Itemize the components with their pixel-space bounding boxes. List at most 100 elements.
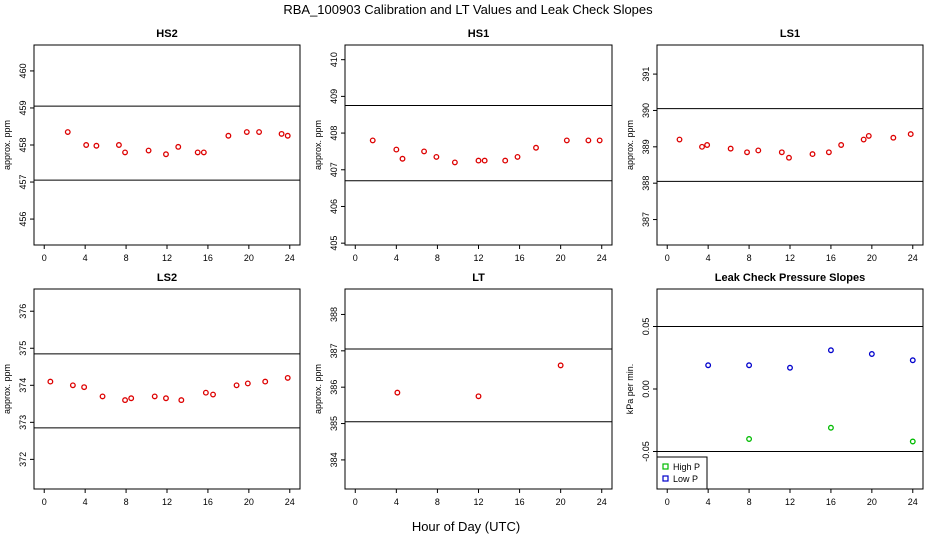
y-tick-label: 375 (18, 341, 28, 356)
y-tick-label: 387 (641, 212, 651, 227)
data-point (786, 154, 792, 161)
data-point (394, 389, 401, 396)
y-tick-label: 391 (641, 67, 651, 82)
x-tick-label: 20 (556, 497, 566, 507)
y-tick-label: 410 (329, 52, 339, 67)
x-tick-label: 24 (908, 497, 918, 507)
panel-title: LT (472, 272, 485, 284)
data-point (284, 374, 291, 381)
x-tick-label: 0 (665, 253, 670, 263)
x-tick-label: 12 (162, 253, 172, 263)
data-point (563, 137, 570, 144)
y-tick-label: 460 (18, 63, 28, 78)
data-point (907, 131, 914, 138)
data-point (676, 136, 683, 143)
data-point (69, 382, 76, 389)
x-tick-label: 4 (83, 497, 88, 507)
series-low-p (705, 347, 916, 371)
data-point (210, 391, 216, 398)
x-tick-label: 12 (162, 497, 172, 507)
data-point (115, 142, 122, 148)
x-tick-label: 4 (706, 253, 711, 263)
data-point (83, 142, 90, 148)
data-point (393, 146, 400, 153)
data-point (481, 157, 488, 164)
figure-title: RBA_100903 Calibration and LT Values and… (283, 2, 653, 17)
panel-ls1: LS1 approx. ppm 0 4 8 12 16 20 24 387 388 389 390 391 (625, 28, 924, 263)
data-point (163, 151, 169, 158)
x-tick-label: 24 (908, 253, 918, 263)
data-point (744, 149, 750, 156)
x-tick-label: 16 (203, 497, 213, 507)
panel-title: LS1 (780, 28, 800, 40)
x-tick-label: 8 (435, 497, 440, 507)
legend-swatch (662, 475, 669, 482)
y-tick-label: 407 (329, 162, 339, 177)
data-point (175, 143, 182, 150)
x-tick-label: 8 (747, 497, 752, 507)
x-tick-label: 20 (867, 253, 877, 263)
data-point (225, 132, 232, 139)
x-tick-label: 0 (665, 497, 670, 507)
data-point (557, 362, 564, 369)
series-values (369, 137, 603, 166)
x-tick-label: 20 (244, 497, 254, 507)
data-point (778, 149, 785, 156)
x-tick-label: 24 (285, 497, 295, 507)
y-tick-label: 388 (329, 307, 339, 322)
x-tick-label: 16 (826, 253, 836, 263)
y-tick-label: 0.05 (641, 318, 651, 336)
y-tick-label: 405 (329, 236, 339, 251)
x-tick-label: 4 (394, 497, 399, 507)
panel-lt: LT approx. ppm 0 4 8 12 16 20 24 384 385 386 387 388 (313, 272, 613, 507)
data-point (727, 145, 734, 152)
x-tick-label: 12 (473, 497, 483, 507)
data-point (596, 137, 603, 144)
y-axis-label: approx. ppm (313, 364, 323, 414)
plot-frame (33, 44, 301, 246)
data-point (244, 380, 251, 387)
data-point (825, 149, 832, 156)
plot-frame (344, 288, 613, 490)
x-tick-label: 24 (597, 253, 607, 263)
data-point (475, 157, 482, 164)
data-point (284, 132, 291, 139)
x-tick-label: 8 (124, 253, 129, 263)
panel-hs1: HS1 approx. ppm 0 4 8 12 16 20 24 405 406 407 408 409… (313, 28, 613, 263)
data-point (451, 159, 458, 166)
x-tick-label: 16 (515, 253, 525, 263)
panel-title: LS2 (157, 272, 177, 284)
y-tick-label: 374 (18, 378, 28, 393)
y-tick-label: 408 (329, 126, 339, 141)
data-point (122, 397, 129, 404)
plot-frame (33, 288, 301, 490)
plot-frame (344, 44, 613, 246)
panel-grid: HS2 approx. ppm 0 4 8 12 16 20 24 456 457 458 459 460… (2, 28, 924, 507)
data-point (163, 395, 169, 402)
y-tick-label: 387 (329, 343, 339, 358)
x-tick-label: 24 (285, 253, 295, 263)
y-tick-label: 384 (329, 452, 339, 467)
legend-box (656, 456, 708, 490)
data-point (128, 395, 135, 402)
data-point (122, 149, 129, 156)
series-values (394, 362, 564, 400)
x-tick-label: 8 (124, 497, 129, 507)
data-point (421, 148, 428, 155)
y-tick-label: 385 (329, 416, 339, 431)
data-point (64, 129, 71, 135)
y-tick-label: 458 (18, 137, 28, 152)
x-tick-label: 20 (867, 497, 877, 507)
data-point (755, 147, 762, 154)
plot-frame (656, 44, 924, 246)
series-values (47, 374, 291, 404)
data-point (178, 397, 185, 404)
legend-swatch (662, 463, 669, 470)
x-tick-label: 20 (556, 253, 566, 263)
y-axis-label: approx. ppm (2, 364, 12, 414)
y-tick-label: 406 (329, 199, 339, 214)
data-point (838, 142, 845, 148)
y-axis-label: kPa per min. (625, 364, 635, 415)
data-point (787, 364, 793, 371)
data-point (585, 137, 592, 144)
